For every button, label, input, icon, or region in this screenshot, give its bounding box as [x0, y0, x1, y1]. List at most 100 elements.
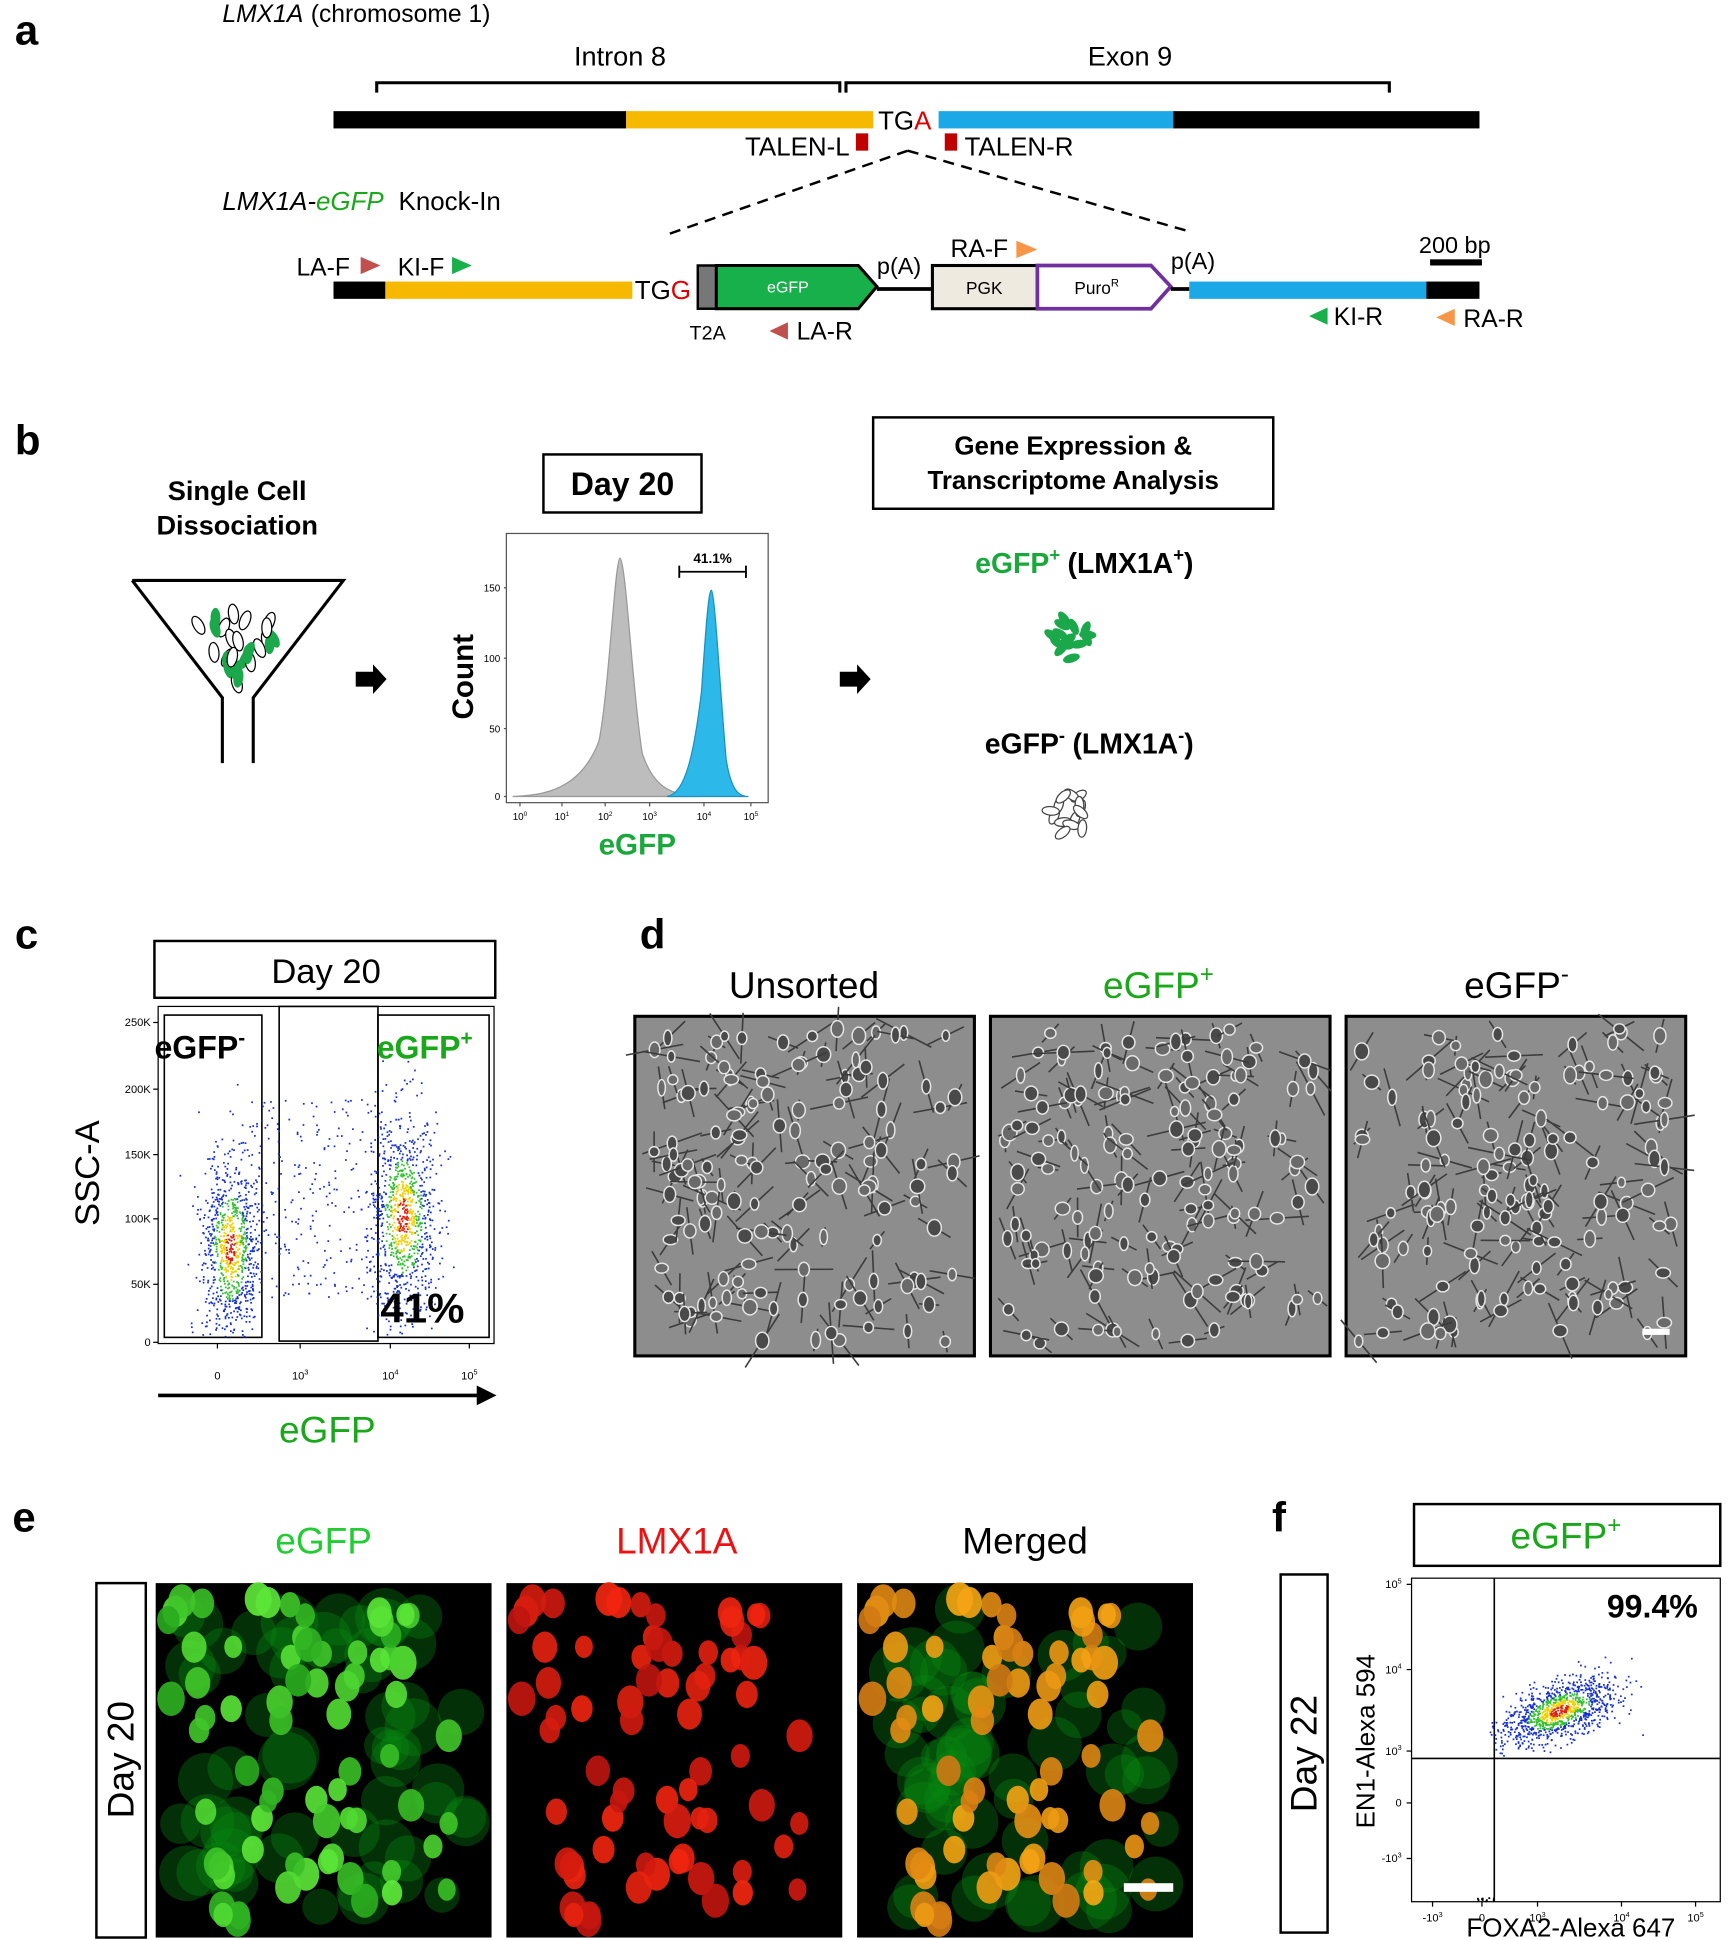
event: [403, 1249, 405, 1252]
event: [380, 1128, 382, 1130]
cell: [648, 1041, 661, 1059]
event: [1576, 1681, 1578, 1684]
event: [400, 1251, 403, 1253]
event: [214, 1214, 217, 1216]
event: [390, 1214, 392, 1217]
event: [376, 1207, 378, 1210]
event: [228, 1298, 231, 1301]
event: [316, 1133, 318, 1136]
text-part: R: [1111, 278, 1119, 290]
event: [1567, 1686, 1570, 1689]
event: [409, 1256, 412, 1258]
event: [388, 1244, 391, 1247]
event: [1524, 1713, 1527, 1716]
event: [394, 1309, 397, 1312]
event: [382, 1138, 385, 1140]
event: [272, 1192, 274, 1194]
event: [399, 1223, 402, 1226]
event: [250, 1257, 253, 1260]
event: [1522, 1735, 1525, 1738]
event: [240, 1235, 243, 1237]
event: [388, 1208, 391, 1211]
nucleus: [574, 1635, 593, 1659]
event: [408, 1198, 410, 1200]
cell: [681, 1158, 695, 1172]
event: [1592, 1691, 1595, 1694]
event: [384, 1207, 387, 1210]
event: [401, 1332, 403, 1335]
tick-label: 104: [1385, 1662, 1401, 1677]
event: [1542, 1725, 1545, 1727]
nucleus: [535, 1667, 562, 1699]
event: [211, 1239, 213, 1242]
tick-label: 100: [513, 811, 528, 823]
event: [237, 1297, 239, 1300]
event: [1522, 1728, 1525, 1731]
event: [415, 1215, 417, 1218]
axis-arrow-head: [476, 1385, 497, 1406]
event: [1604, 1656, 1607, 1659]
event: [355, 1163, 358, 1165]
event: [1565, 1707, 1568, 1710]
event: [247, 1266, 250, 1269]
event: [1543, 1721, 1546, 1724]
event: [425, 1176, 428, 1179]
event: [1588, 1723, 1590, 1726]
event: [409, 1241, 412, 1244]
event: [209, 1319, 211, 1322]
event: [346, 1150, 348, 1153]
box: [542, 453, 703, 514]
event: [1522, 1719, 1525, 1722]
event: [215, 1140, 217, 1143]
event: [1530, 1728, 1533, 1730]
event: [1572, 1697, 1574, 1700]
event: [241, 1277, 244, 1280]
event: [238, 1306, 241, 1308]
cell: [875, 1100, 887, 1119]
event: [202, 1232, 205, 1235]
event: [1542, 1704, 1544, 1707]
event: [429, 1139, 432, 1142]
nucleus: [668, 1848, 689, 1875]
event: [1560, 1728, 1563, 1731]
text-part: Knock-In: [399, 188, 501, 216]
event: [334, 1205, 337, 1207]
tick-label: 100K: [125, 1214, 152, 1226]
event: [226, 1240, 229, 1243]
cell: [687, 1174, 703, 1190]
event: [391, 1188, 394, 1190]
event: [1538, 1710, 1541, 1713]
event: [1588, 1704, 1591, 1706]
event: [228, 1265, 230, 1267]
event: [216, 1176, 219, 1179]
event: [298, 1283, 300, 1285]
event: [418, 1174, 421, 1177]
cell: [792, 1196, 807, 1213]
event: [241, 1259, 243, 1262]
event: [1572, 1681, 1575, 1684]
event: [408, 1249, 411, 1251]
event: [244, 1217, 247, 1220]
event: [225, 1194, 228, 1197]
event: [410, 1245, 413, 1248]
event: [394, 1100, 397, 1103]
event: [422, 1270, 424, 1273]
event: [258, 1248, 260, 1250]
cell: [851, 1026, 867, 1046]
nucleus: [914, 1902, 935, 1928]
event: [1592, 1682, 1595, 1685]
event: [1525, 1711, 1528, 1714]
event: [254, 1229, 256, 1231]
cell: [834, 1298, 848, 1311]
cell: [1656, 1316, 1673, 1329]
event: [227, 1265, 230, 1268]
cell: [662, 1233, 679, 1246]
event: [242, 1141, 245, 1144]
event: [406, 1185, 409, 1187]
event: [218, 1197, 221, 1200]
event: [234, 1204, 237, 1206]
event: [1588, 1725, 1591, 1727]
panel-label: d: [640, 910, 666, 957]
event: [1592, 1675, 1595, 1678]
cell: [1353, 1334, 1364, 1349]
